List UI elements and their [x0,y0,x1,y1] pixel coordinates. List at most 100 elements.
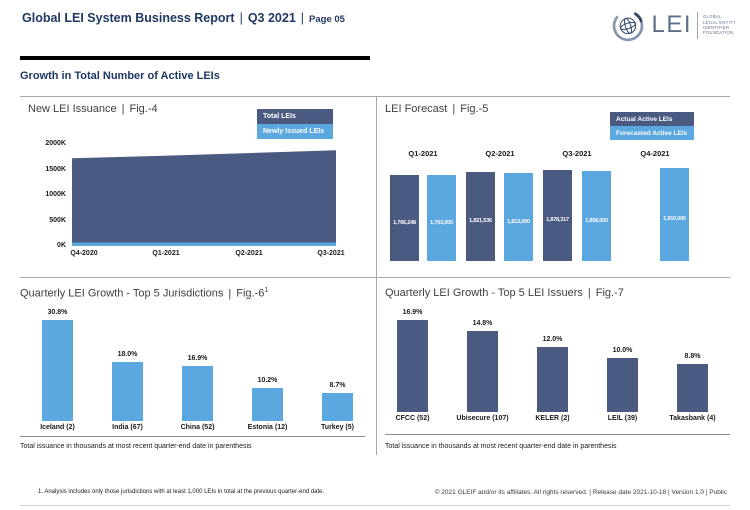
legend-item-forecasted-active-leis: Forecasted Active LEIs [610,126,694,140]
fig6-category-label: Turkey (5) [321,424,354,431]
fig6-value-label: 18.0% [117,351,138,358]
fig6-bar [182,365,213,421]
fig4-y-tick-label: 1500K [45,165,66,173]
fig5-bar-actual: 1,766,248 [390,175,419,261]
fig5-title-separator: | [452,103,456,115]
fig4-y-tick-label: 2000K [45,140,66,147]
fig7-category-label: Takasbank (4) [669,415,716,422]
fig4-fig-label: Fig.-4 [129,103,158,115]
divider-top [20,96,730,97]
fig5-bar-forecast: 1,910,000 [660,168,689,261]
fig7-title: Quarterly LEI Growth - Top 5 LEI Issuers… [385,287,624,299]
legend-item-newly-issued-leis: Newly Issued LEIs [257,124,333,139]
divider-middle [20,277,730,278]
fig4-title: New LEI Issuance | Fig.-4 [28,103,158,115]
fig6-footnote-marker: 1 [264,287,269,294]
title-separator: | [239,11,243,25]
logo-org-line: LEGAL ENTITY [703,19,736,25]
fig4-x-tick-label: Q3-2021 [317,250,345,257]
fig6-bar [322,392,353,421]
fig5-title: LEI Forecast | Fig.-5 [385,103,488,115]
fig7-value-label: 8.8% [684,353,701,361]
newly-issued-strip [72,242,336,246]
fig6-fig-label: Fig.-6 [236,287,265,300]
fig7-category-label: Ubisecure (107) [456,415,509,422]
fig7-note-rule [385,434,730,435]
fig5-category-label: Q2-2021 [485,149,515,158]
fig7-category-label: KELER (2) [535,415,570,422]
logo-org-name: GLOBAL LEGAL ENTITY IDENTIFIER FOUNDATIO… [703,14,736,36]
fig7-title-text: Quarterly LEI Growth - Top 5 LEI Issuers [385,287,583,299]
total-leis-area [72,150,336,246]
fig5-bar-forecast: 1,763,000 [427,175,456,261]
fig7-value-label: 14.8% [472,320,493,328]
fig6-value-label: 16.9% [187,354,208,362]
logo-org-line: FOUNDATION [703,30,734,36]
fig6-title: Quarterly LEI Growth - Top 5 Jurisdictio… [20,287,268,300]
bottom-rule [20,505,730,506]
copyright-footer: © 2021 GLEIF and/or its affiliates. All … [434,489,727,496]
logo-lei-text: LEI [651,11,692,38]
logo-divider [697,11,698,39]
fig6-note-rule [20,436,365,437]
fig7-bar [467,331,498,412]
fig4-y-tick-label: 500K [49,216,66,224]
fig7-bar [607,357,638,412]
fig5-bar-forecast: 1,813,000 [504,172,533,261]
legend-item-total-leis: Total LEIs [257,109,333,124]
section-title: Growth in Total Number of Active LEIs [20,70,220,82]
fig6-category-label: Estonia (12) [247,424,288,431]
fig7-category-label: CFCC (52) [395,415,430,422]
fig4-y-tick-label: 1000K [45,191,66,198]
fig5-bar-value-label: 1,878,317 [546,217,569,224]
fig6-note: Total issuance in thousands at most rece… [20,443,252,450]
fig4-y-tick-label: 0K [57,242,66,249]
globe-icon [613,10,644,42]
fig7-value-label: 16.9% [402,309,423,316]
logo-org-line: GLOBAL [703,14,722,20]
fig4-x-tick-label: Q2-2021 [235,250,263,257]
fig7-title-separator: | [587,287,591,299]
page-number: Page 05 [309,14,345,25]
fig4-legend: Total LEIs Newly Issued LEIs [257,109,333,139]
fig6-category-label: Iceland (2) [40,424,75,431]
fig7-bar [397,320,428,412]
fig5-legend: Actual Active LEIs Forecasted Active LEI… [610,112,694,140]
fig5-bar-actual: 1,821,536 [466,172,495,261]
fig7-bar [677,364,708,412]
header-rule [20,56,370,60]
fig5-bar-value-label: 1,813,000 [507,218,530,225]
fig4-plot-area [72,140,336,250]
fig7-value-label: 12.0% [542,335,563,343]
fig5-category-label: Q1-2021 [408,149,438,158]
fig5-category-label: Q3-2021 [562,149,592,158]
fig6-category-label: India (67) [112,424,143,431]
fig7-note: Total issuance in thousands at most rece… [385,443,617,450]
divider-vertical [376,96,377,455]
fig4-title-separator: | [121,103,125,115]
fig7-fig-label: Fig.-7 [595,287,624,299]
fig6-category-label: China (52) [180,424,215,431]
fig5-category-label: Q4-2021 [640,149,670,158]
gleif-logo: LEI GLOBAL LEGAL ENTITY IDENTIFIER FOUND… [610,7,736,43]
fig6-value-label: 10.2% [257,376,278,384]
legend-item-actual-active-leis: Actual Active LEIs [610,112,694,126]
fig4-title-text: New LEI Issuance [28,103,117,115]
report-period: Q3 2021 [247,11,296,25]
logo-org-line: IDENTIFIER [703,25,730,30]
fig5-bar-forecast: 1,858,000 [582,170,611,261]
fig6-title-separator: | [228,287,232,300]
fig6-bar [42,320,73,421]
fig5-title-text: LEI Forecast [385,103,448,115]
fig5-bar-value-label: 1,858,000 [585,217,608,224]
fig4-area-svg [72,150,336,246]
report-title: Global LEI System Business Report [22,11,235,25]
title-separator: | [300,11,305,25]
footnote: 1. Analysis includes only those jurisdic… [38,489,325,495]
fig5-bar-value-label: 1,821,536 [469,218,492,225]
fig6-bar [252,387,283,421]
fig4-x-tick-label: Q1-2021 [152,250,180,257]
page-title: Global LEI System Business Report | Q3 202… [22,11,345,25]
fig5-bar-actual: 1,878,317 [543,169,572,261]
